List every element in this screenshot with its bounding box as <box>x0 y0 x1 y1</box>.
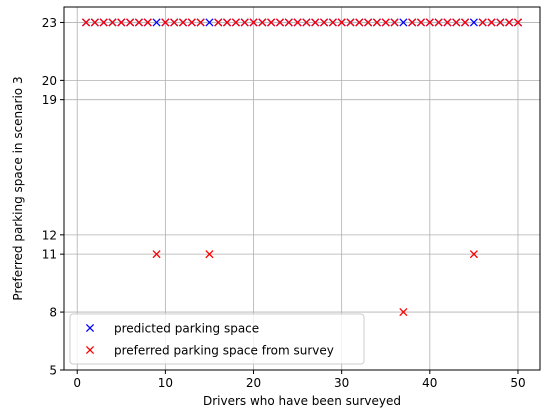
data-point <box>469 250 478 259</box>
data-point <box>355 18 364 27</box>
legend-box <box>69 313 365 365</box>
data-point <box>143 18 152 27</box>
data-point <box>364 18 373 27</box>
data-point <box>126 18 135 27</box>
data-point <box>452 18 461 27</box>
data-point <box>214 18 223 27</box>
data-point <box>381 18 390 27</box>
legend-entry-predicted: predicted parking space <box>85 322 259 336</box>
data-point <box>434 18 443 27</box>
data-point <box>487 18 496 27</box>
x-tick-label: 40 <box>422 376 437 390</box>
data-point <box>469 18 478 27</box>
x-tick-label: 20 <box>246 376 261 390</box>
data-point <box>399 18 408 27</box>
data-point <box>337 18 346 27</box>
data-point <box>267 18 276 27</box>
legend-marker-preferred <box>85 345 95 355</box>
legend: predicted parking space preferred parkin… <box>69 313 365 365</box>
grid <box>64 7 540 371</box>
data-point <box>275 18 285 27</box>
data-point <box>443 18 452 27</box>
legend-marker-predicted <box>85 323 95 333</box>
data-point <box>478 18 487 27</box>
y-tick-label: 5 <box>49 364 57 378</box>
legend-label-predicted: predicted parking space <box>114 322 259 336</box>
data-point <box>152 250 161 259</box>
data-point <box>170 18 179 27</box>
data-point <box>161 18 170 27</box>
data-point <box>372 18 381 27</box>
data-point <box>284 18 293 27</box>
data-point <box>152 18 161 27</box>
legend-x-marker <box>85 323 95 333</box>
data-point <box>346 18 355 27</box>
data-point <box>425 18 434 27</box>
axis-ticks: 0 10 20 30 40 50 5 8 11 12 19 20 23 <box>42 16 526 390</box>
data-point <box>390 18 399 27</box>
data-point <box>249 18 258 27</box>
data-point <box>81 18 91 27</box>
data-point <box>90 18 99 27</box>
data-point <box>496 18 505 27</box>
data-point <box>240 18 249 27</box>
data-point <box>302 18 311 27</box>
data-point <box>205 250 214 259</box>
data-point <box>187 18 196 27</box>
data-point <box>231 18 240 27</box>
data-point <box>513 18 523 27</box>
data-point <box>117 18 126 27</box>
legend-x-marker <box>85 345 95 355</box>
plot-area-frame <box>63 6 541 371</box>
data-point <box>461 18 470 27</box>
data-point <box>196 18 205 27</box>
data-point <box>178 18 188 27</box>
data-point <box>416 18 426 27</box>
y-tick-label: 11 <box>42 248 57 262</box>
legend-label-preferred: preferred parking space from survey <box>114 344 334 358</box>
data-point <box>408 18 417 27</box>
legend-entry-preferred: preferred parking space from survey <box>85 344 334 358</box>
data-point <box>328 18 337 27</box>
data-point <box>99 18 108 27</box>
data-point <box>108 18 117 27</box>
data-point <box>258 18 267 27</box>
data-point <box>399 308 408 317</box>
data-marks <box>81 18 523 317</box>
data-point <box>223 18 232 27</box>
series-preferred <box>81 18 523 317</box>
data-point <box>134 18 143 27</box>
x-axis-label: Drivers who have been surveyed <box>203 394 401 408</box>
y-tick-label: 12 <box>42 228 57 242</box>
y-axis-label: Preferred parking space in scenario 3 <box>11 76 25 300</box>
data-point <box>293 18 302 27</box>
data-point <box>205 18 214 27</box>
x-tick-label: 30 <box>334 376 349 390</box>
data-point <box>311 18 320 27</box>
x-tick-label: 0 <box>73 376 81 390</box>
data-point <box>505 18 514 27</box>
y-tick-label: 23 <box>42 16 57 30</box>
y-tick-label: 19 <box>42 93 57 107</box>
x-tick-label: 10 <box>158 376 173 390</box>
y-tick-label: 20 <box>42 74 57 88</box>
y-tick-label: 8 <box>49 306 57 320</box>
data-point <box>319 18 329 27</box>
x-tick-label: 50 <box>510 376 525 390</box>
